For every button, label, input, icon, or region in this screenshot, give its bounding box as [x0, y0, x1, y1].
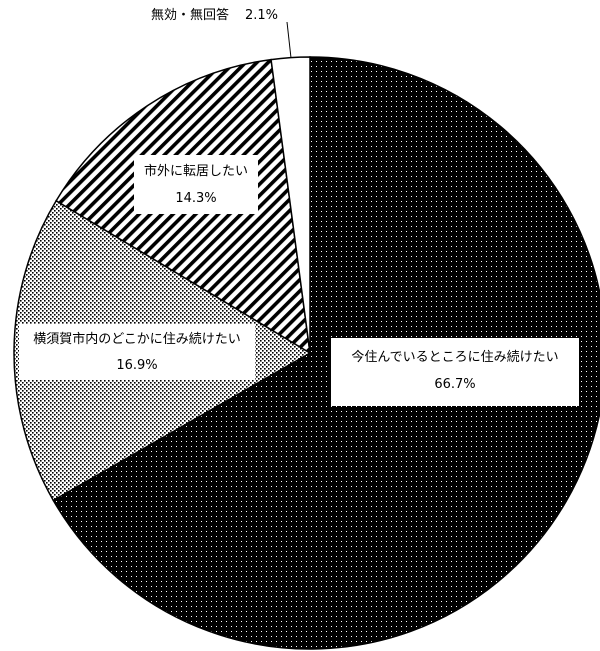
label-text-no-answer: 無効・無回答 — [151, 7, 229, 23]
label-value-no-answer: 2.1% — [245, 8, 278, 23]
slice-label-no-answer: 無効・無回答 2.1% — [151, 7, 278, 23]
slice-label-move-out: 市外に転居したい 14.3% — [134, 155, 258, 214]
label-box-stay-in-city — [19, 324, 255, 380]
slice-label-stay-in-city: 横須賀市内のどこかに住み続けたい 16.9% — [19, 324, 255, 380]
label-text-stay-current: 今住んでいるところに住み続けたい — [351, 349, 558, 365]
slice-stay-current — [52, 56, 600, 650]
label-text-stay-in-city: 横須賀市内のどこかに住み続けたい — [33, 331, 241, 347]
label-value-stay-current: 66.7% — [434, 377, 475, 392]
leader-line-no-answer — [286, 21, 292, 59]
label-value-move-out: 14.3% — [175, 191, 216, 206]
label-value-stay-in-city: 16.9% — [116, 358, 157, 373]
label-box-stay-current — [331, 338, 579, 406]
slice-label-stay-current: 今住んでいるところに住み続けたい 66.7% — [331, 338, 579, 406]
label-text-move-out: 市外に転居したい — [144, 163, 248, 179]
label-box-move-out — [134, 155, 258, 214]
